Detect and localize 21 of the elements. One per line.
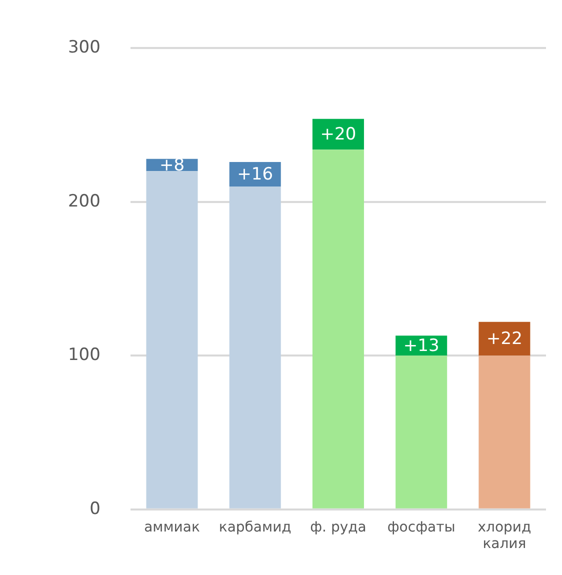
x-tick-label: фосфаты bbox=[387, 519, 456, 536]
x-tick-label: карбамид bbox=[218, 519, 292, 536]
x-tick-label: аммиак bbox=[144, 519, 200, 536]
data-label: +20 bbox=[320, 124, 356, 145]
data-label: +16 bbox=[237, 164, 274, 185]
bar bbox=[312, 118, 364, 150]
data-label: +22 bbox=[486, 329, 522, 350]
bar bbox=[229, 186, 281, 508]
y-tick-label: 300 bbox=[68, 38, 100, 58]
y-tick-label: 0 bbox=[90, 498, 100, 519]
y-tick-label: 200 bbox=[68, 191, 100, 212]
x-tick-label: ф. руда bbox=[310, 519, 366, 536]
bar bbox=[146, 171, 198, 508]
bar bbox=[396, 356, 448, 508]
y-tick-label: 100 bbox=[68, 345, 100, 366]
data-label: +8 bbox=[159, 155, 185, 176]
bar bbox=[312, 150, 364, 508]
x-tick-label: хлорид калия bbox=[478, 519, 532, 552]
data-label: +13 bbox=[403, 336, 440, 356]
bar bbox=[478, 356, 530, 508]
bar bbox=[478, 322, 530, 356]
